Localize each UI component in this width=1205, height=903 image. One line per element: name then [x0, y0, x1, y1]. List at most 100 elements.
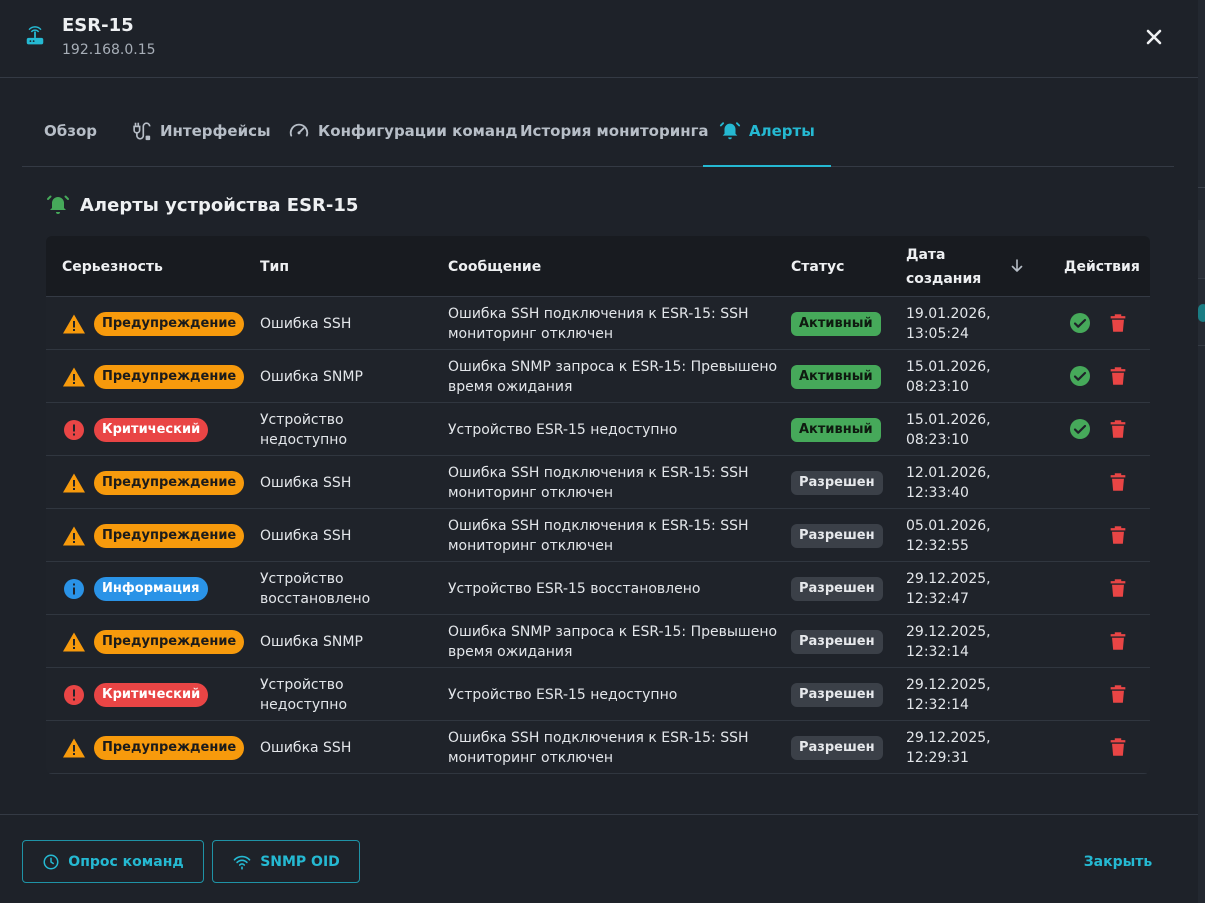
status-badge: Разрешен	[791, 682, 883, 707]
modal-header: ESR-15 192.168.0.15	[0, 0, 1198, 78]
delete-trash-icon[interactable]	[1107, 736, 1129, 758]
warning-triangle-icon	[63, 632, 85, 651]
delete-trash-icon[interactable]	[1107, 683, 1129, 705]
tab-monitoring-history[interactable]: История мониторинга	[520, 122, 709, 140]
table-row: Критический Устройство недоступно Устройст…	[46, 403, 1150, 456]
delete-trash-icon[interactable]	[1107, 577, 1129, 599]
header-type[interactable]: Тип	[260, 258, 290, 275]
type-cell: Ошибка SSH	[260, 527, 352, 544]
status-badge: Активный	[791, 311, 881, 336]
sort-arrow-down-icon[interactable]	[1009, 258, 1025, 274]
table-row: Предупреждение Ошибка SSH Ошибка SSH подкл…	[46, 456, 1150, 509]
type-cell: Ошибка SNMP	[260, 633, 363, 650]
severity-cell: Предупреждение	[62, 615, 245, 668]
table-row: Предупреждение Ошибка SNMP Ошибка SNMP зап…	[46, 350, 1150, 403]
status-cell: Разрешен	[791, 562, 883, 615]
close-button[interactable]: Закрыть	[1083, 853, 1153, 870]
speedometer-icon	[289, 123, 309, 137]
delete-trash-icon[interactable]	[1107, 471, 1129, 493]
alarm-bell-icon	[47, 195, 69, 214]
status-cell: Активный	[791, 350, 881, 403]
header-severity[interactable]: Серьезность	[62, 258, 163, 275]
severity-badge: Предупреждение	[94, 629, 245, 654]
date-cell: 29.12.2025, 12:32:14	[906, 676, 991, 713]
router-icon	[26, 26, 44, 45]
severity-badge: Предупреждение	[94, 735, 245, 760]
warning-triangle-icon	[63, 526, 85, 545]
date-cell: 15.01.2026, 08:23:10	[906, 411, 991, 448]
background-page-edge	[1198, 0, 1205, 903]
type-cell: Ошибка SSH	[260, 315, 352, 332]
close-icon[interactable]	[1142, 25, 1166, 49]
actions-cell	[1064, 668, 1150, 721]
delete-trash-icon[interactable]	[1107, 524, 1129, 546]
tab-overview[interactable]: Обзор	[44, 122, 97, 140]
date-cell: 29.12.2025, 12:32:47	[906, 570, 991, 607]
actions-cell	[1064, 456, 1150, 509]
severity-badge: Критический	[94, 417, 209, 442]
status-cell: Разрешен	[791, 456, 883, 509]
header-status[interactable]: Статус	[791, 258, 845, 275]
tab-command-configs[interactable]: Конфигурации команд	[288, 96, 518, 166]
message-cell: Устройство ESR-15 восстановлено	[448, 580, 701, 597]
table-row: Информация Устройство восстановлено Устрой…	[46, 562, 1150, 615]
actions-cell	[1064, 403, 1150, 456]
delete-trash-icon[interactable]	[1107, 418, 1129, 440]
delete-trash-icon[interactable]	[1107, 312, 1129, 334]
table-row: Предупреждение Ошибка SSH Ошибка SSH подкл…	[46, 297, 1150, 350]
severity-cell: Предупреждение	[62, 350, 245, 403]
resolve-check-icon[interactable]	[1068, 311, 1092, 335]
message-cell: Ошибка SNMP запроса к ESR-15: Превышено …	[448, 358, 778, 395]
severity-badge: Информация	[94, 576, 208, 601]
actions-cell	[1064, 615, 1150, 668]
table-row: Предупреждение Ошибка SSH Ошибка SSH подкл…	[46, 721, 1150, 774]
delete-trash-icon[interactable]	[1107, 630, 1129, 652]
error-circle-icon	[64, 419, 84, 440]
message-cell: Ошибка SSH подключения к ESR-15: SSH мон…	[448, 464, 749, 501]
warning-triangle-icon	[63, 473, 85, 492]
resolve-check-icon[interactable]	[1068, 417, 1092, 441]
severity-cell: Предупреждение	[62, 456, 245, 509]
device-ip: 192.168.0.15	[62, 42, 156, 58]
header-date[interactable]: Дата создания	[906, 236, 1031, 297]
date-cell: 12.01.2026, 12:33:40	[906, 464, 991, 501]
severity-cell: Предупреждение	[62, 297, 245, 350]
table-row: Предупреждение Ошибка SSH Ошибка SSH подкл…	[46, 509, 1150, 562]
warning-triangle-icon	[63, 367, 85, 386]
date-cell: 15.01.2026, 08:23:10	[906, 358, 991, 395]
type-cell: Устройство недоступно	[260, 411, 348, 448]
tab-alerts[interactable]: Алерты	[703, 96, 831, 167]
delete-trash-icon[interactable]	[1107, 365, 1129, 387]
status-badge: Разрешен	[791, 629, 883, 654]
date-cell: 29.12.2025, 12:32:14	[906, 623, 991, 660]
type-cell: Ошибка SSH	[260, 739, 352, 756]
date-cell: 29.12.2025, 12:29:31	[906, 729, 991, 766]
actions-cell	[1064, 509, 1150, 562]
status-cell: Активный	[791, 403, 881, 456]
status-cell: Разрешен	[791, 615, 883, 668]
severity-badge: Предупреждение	[94, 470, 245, 495]
warning-triangle-icon	[63, 738, 85, 757]
table-header: Серьезность Тип Сообщение Статус Дата со…	[46, 236, 1150, 297]
date-cell: 05.01.2026, 12:32:55	[906, 517, 991, 554]
alarm-bell-icon	[719, 122, 741, 140]
message-cell: Устройство ESR-15 недоступно	[448, 421, 678, 438]
resolve-check-icon[interactable]	[1068, 364, 1092, 388]
severity-cell: Критический	[62, 668, 209, 721]
snmp-oid-button[interactable]: SNMP OID	[212, 840, 360, 883]
severity-cell: Информация	[62, 562, 208, 615]
wifi-icon	[233, 855, 251, 870]
message-cell: Устройство ESR-15 недоступно	[448, 686, 678, 703]
table-body: Предупреждение Ошибка SSH Ошибка SSH подкл…	[46, 297, 1150, 774]
type-cell: Ошибка SSH	[260, 474, 352, 491]
header-message[interactable]: Сообщение	[448, 258, 542, 275]
tab-interfaces[interactable]: Интерфейсы	[130, 96, 271, 166]
type-cell: Устройство восстановлено	[260, 570, 371, 607]
severity-cell: Критический	[62, 403, 209, 456]
type-cell: Ошибка SNMP	[260, 368, 363, 385]
poll-commands-button[interactable]: Опрос команд	[22, 840, 204, 883]
alerts-table: Серьезность Тип Сообщение Статус Дата со…	[46, 236, 1150, 774]
table-row: Предупреждение Ошибка SNMP Ошибка SNMP зап…	[46, 615, 1150, 668]
warning-triangle-icon	[63, 314, 85, 333]
